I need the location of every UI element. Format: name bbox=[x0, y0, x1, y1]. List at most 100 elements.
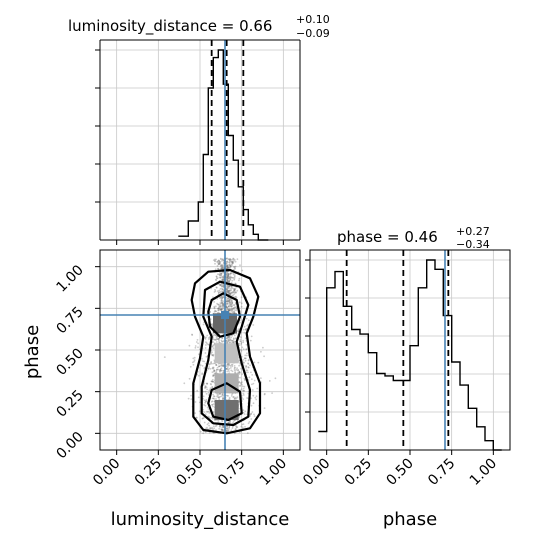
scatter-point bbox=[232, 311, 235, 314]
scatter-point bbox=[221, 258, 224, 261]
scatter-point bbox=[227, 275, 230, 277]
scatter-point bbox=[244, 410, 247, 413]
scatter-point bbox=[202, 360, 204, 362]
scatter-point bbox=[222, 303, 225, 306]
scatter-point bbox=[231, 334, 234, 337]
scatter-point bbox=[220, 272, 223, 275]
scatter-point bbox=[188, 377, 191, 380]
scatter-point bbox=[220, 299, 223, 302]
scatter-point bbox=[212, 353, 215, 356]
scatter-point bbox=[197, 342, 200, 345]
scatter-point bbox=[216, 277, 219, 280]
scatter-point bbox=[231, 286, 233, 289]
scatter-point bbox=[235, 425, 238, 428]
scatter-point bbox=[227, 395, 230, 397]
scatter-point bbox=[222, 296, 225, 299]
scatter-point bbox=[232, 291, 234, 293]
scatter-point bbox=[232, 258, 235, 260]
scatter-point bbox=[215, 310, 218, 313]
scatter-point bbox=[218, 341, 221, 343]
scatter-point bbox=[227, 308, 230, 311]
scatter-point bbox=[207, 410, 210, 413]
scatter-point bbox=[236, 329, 239, 332]
scatter-point bbox=[215, 286, 218, 289]
scatter-point bbox=[220, 365, 223, 367]
scatter-point bbox=[241, 381, 243, 384]
scatter-point bbox=[221, 299, 223, 302]
scatter-point bbox=[214, 268, 217, 271]
scatter-point bbox=[228, 338, 231, 341]
scatter-point bbox=[218, 276, 221, 279]
scatter-point bbox=[232, 261, 235, 264]
scatter-point bbox=[222, 365, 225, 368]
scatter-point bbox=[242, 394, 245, 396]
scatter-point bbox=[205, 355, 208, 358]
scatter-point bbox=[227, 309, 230, 312]
scatter-point bbox=[233, 397, 236, 400]
scatter-point bbox=[219, 424, 222, 427]
scatter-point bbox=[229, 260, 231, 263]
scatter-point bbox=[238, 364, 241, 367]
scatter-point bbox=[228, 301, 231, 304]
scatter-point bbox=[220, 300, 223, 303]
scatter-point bbox=[247, 363, 250, 365]
scatter-point bbox=[235, 291, 238, 294]
scatter-point bbox=[218, 262, 221, 265]
scatter-point bbox=[221, 426, 224, 429]
scatter-point bbox=[218, 289, 221, 292]
scatter-point bbox=[219, 371, 221, 373]
scatter-point bbox=[222, 264, 225, 267]
scatter-point bbox=[232, 266, 235, 268]
scatter-point bbox=[226, 307, 229, 309]
scatter-point bbox=[246, 369, 249, 372]
scatter-point bbox=[232, 287, 235, 290]
scatter-point bbox=[222, 397, 225, 400]
scatter-point bbox=[251, 389, 254, 391]
scatter-point bbox=[242, 348, 245, 351]
scatter-point bbox=[206, 383, 209, 385]
scatter-point bbox=[233, 304, 236, 306]
scatter-point bbox=[201, 372, 204, 375]
scatter-point bbox=[212, 403, 215, 405]
scatter-point bbox=[219, 426, 221, 428]
scatter-point bbox=[250, 418, 253, 420]
scatter-point bbox=[220, 429, 223, 431]
scatter-point bbox=[245, 343, 248, 346]
scatter-point bbox=[234, 337, 237, 340]
scatter-point bbox=[235, 337, 237, 339]
scatter-point bbox=[219, 257, 222, 260]
scatter-point bbox=[233, 367, 236, 369]
scatter-point bbox=[230, 276, 233, 279]
scatter-point bbox=[226, 290, 229, 293]
scatter-point bbox=[226, 288, 229, 291]
scatter-point bbox=[212, 347, 215, 350]
scatter-point bbox=[219, 396, 221, 398]
scatter-point bbox=[222, 276, 224, 278]
scatter-point bbox=[211, 380, 213, 383]
scatter-point bbox=[227, 291, 230, 293]
scatter-point bbox=[244, 379, 246, 382]
scatter-point bbox=[236, 367, 239, 370]
scatter-point bbox=[217, 262, 220, 265]
scatter-point bbox=[232, 341, 235, 343]
scatter-point bbox=[221, 337, 224, 340]
scatter-point bbox=[222, 425, 225, 428]
scatter-point bbox=[204, 390, 207, 393]
scatter-point bbox=[221, 296, 224, 299]
scatter-point bbox=[263, 407, 266, 409]
scatter-point bbox=[214, 260, 216, 263]
scatter-point bbox=[227, 277, 230, 280]
scatter-point bbox=[226, 279, 228, 281]
scatter-point bbox=[212, 405, 214, 408]
scatter-point bbox=[233, 368, 236, 371]
scatter-point bbox=[227, 258, 230, 261]
scatter-point bbox=[232, 307, 235, 309]
scatter-point bbox=[226, 367, 228, 370]
scatter-point bbox=[218, 262, 221, 265]
scatter-point bbox=[228, 280, 230, 282]
scatter-point bbox=[251, 411, 254, 413]
scatter-point bbox=[236, 396, 239, 399]
contour-inner-top bbox=[207, 292, 242, 338]
scatter-point bbox=[246, 352, 248, 355]
scatter-point bbox=[221, 394, 224, 396]
